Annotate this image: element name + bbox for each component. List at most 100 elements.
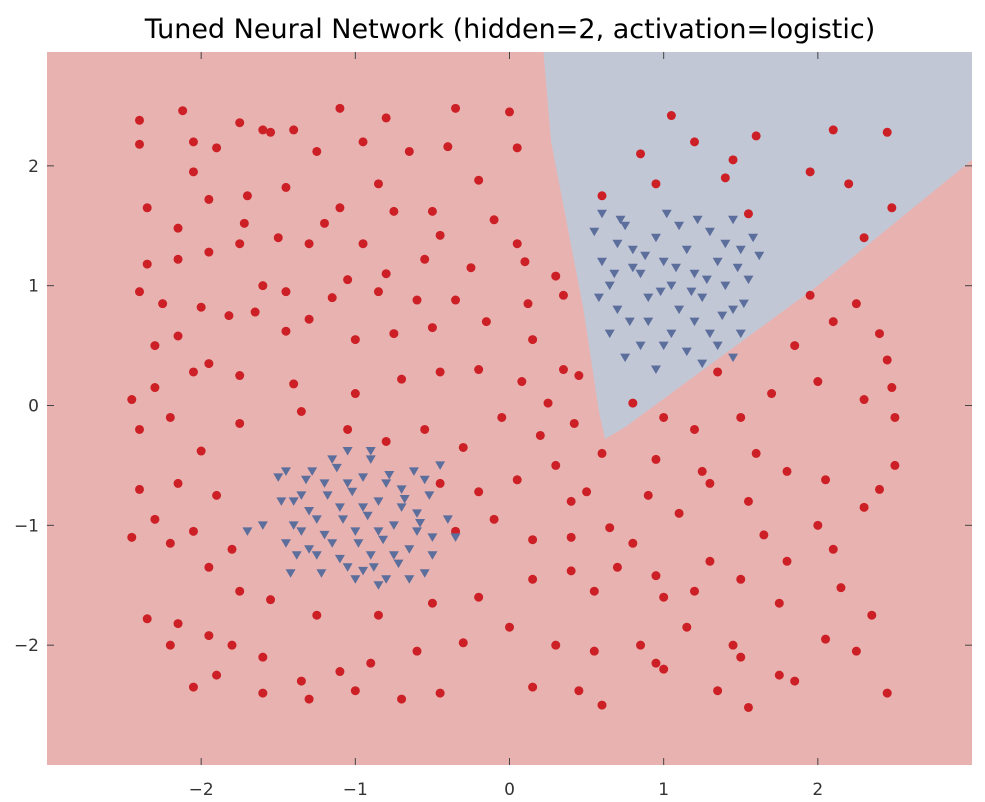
point-red-circle bbox=[728, 155, 738, 165]
point-red-circle bbox=[890, 460, 900, 470]
point-red-circle bbox=[165, 412, 175, 422]
point-red-circle bbox=[358, 239, 368, 249]
point-red-circle bbox=[643, 490, 653, 500]
point-blue-triangle bbox=[296, 491, 307, 500]
point-red-circle bbox=[767, 389, 777, 399]
point-red-circle bbox=[743, 702, 753, 712]
point-red-circle bbox=[705, 556, 715, 566]
point-red-circle bbox=[142, 203, 152, 213]
point-blue-triangle bbox=[319, 530, 330, 540]
point-blue-triangle bbox=[701, 275, 712, 285]
point-blue-triangle bbox=[681, 245, 692, 255]
point-blue-triangle bbox=[635, 269, 646, 279]
point-red-circle bbox=[805, 290, 815, 300]
point-red-circle bbox=[397, 694, 407, 704]
point-red-circle bbox=[659, 664, 669, 674]
point-red-circle bbox=[188, 167, 198, 177]
point-blue-triangle bbox=[720, 281, 731, 291]
point-red-circle bbox=[736, 652, 746, 662]
point-blue-triangle bbox=[666, 329, 677, 339]
point-red-circle bbox=[566, 532, 576, 542]
point-red-circle bbox=[435, 688, 445, 698]
point-red-circle bbox=[805, 167, 815, 177]
point-blue-triangle bbox=[620, 353, 631, 363]
point-red-circle bbox=[165, 640, 175, 650]
point-red-circle bbox=[790, 341, 800, 351]
point-blue-triangle bbox=[296, 527, 307, 536]
point-red-circle bbox=[404, 146, 414, 156]
point-blue-triangle bbox=[399, 494, 410, 504]
point-blue-triangle bbox=[373, 497, 384, 506]
point-blue-triangle bbox=[658, 257, 669, 267]
point-red-circle bbox=[828, 544, 838, 554]
point-red-circle bbox=[636, 149, 646, 159]
point-red-circle bbox=[443, 142, 453, 152]
point-blue-triangle bbox=[704, 329, 715, 339]
point-blue-triangle bbox=[686, 287, 697, 297]
point-blue-triangle bbox=[442, 515, 453, 524]
point-blue-triangle bbox=[593, 293, 604, 303]
decision-region-blue bbox=[543, 52, 972, 440]
y-tick-label: 1 bbox=[28, 277, 39, 297]
point-red-circle bbox=[273, 233, 283, 243]
point-blue-triangle bbox=[362, 511, 373, 521]
point-red-circle bbox=[790, 676, 800, 686]
point-red-circle bbox=[196, 302, 206, 312]
point-red-circle bbox=[682, 622, 692, 632]
point-blue-triangle bbox=[322, 491, 333, 500]
point-red-circle bbox=[528, 574, 538, 584]
point-red-circle bbox=[844, 179, 854, 189]
point-blue-triangle bbox=[624, 317, 635, 327]
point-blue-triangle bbox=[396, 485, 407, 494]
point-red-circle bbox=[690, 424, 699, 434]
point-red-circle bbox=[736, 574, 746, 584]
point-blue-triangle bbox=[331, 463, 342, 473]
point-red-circle bbox=[497, 412, 507, 422]
point-red-circle bbox=[574, 686, 584, 696]
point-red-circle bbox=[875, 484, 884, 494]
x-tick-label: 1 bbox=[658, 780, 669, 800]
point-red-circle bbox=[882, 355, 892, 365]
point-red-circle bbox=[867, 610, 877, 620]
point-red-circle bbox=[836, 583, 846, 593]
point-blue-triangle bbox=[412, 509, 422, 518]
point-blue-triangle bbox=[658, 341, 669, 351]
point-red-circle bbox=[135, 115, 144, 125]
point-blue-triangle bbox=[728, 353, 739, 363]
point-red-circle bbox=[435, 478, 445, 488]
point-blue-triangle bbox=[609, 269, 620, 279]
point-red-circle bbox=[420, 254, 430, 264]
point-red-circle bbox=[135, 484, 144, 494]
point-red-circle bbox=[235, 371, 245, 381]
point-red-circle bbox=[343, 275, 353, 285]
point-red-circle bbox=[173, 331, 183, 341]
point-red-circle bbox=[651, 658, 661, 668]
point-red-circle bbox=[782, 466, 792, 476]
point-red-circle bbox=[327, 293, 337, 303]
point-red-circle bbox=[242, 191, 252, 201]
point-blue-triangle bbox=[373, 581, 384, 590]
point-red-circle bbox=[158, 299, 168, 309]
data-points bbox=[127, 103, 900, 712]
point-blue-triangle bbox=[643, 317, 654, 327]
point-blue-triangle bbox=[388, 551, 399, 560]
point-red-circle bbox=[489, 514, 499, 524]
point-red-circle bbox=[366, 658, 376, 668]
point-red-circle bbox=[381, 269, 391, 279]
point-red-circle bbox=[743, 496, 753, 506]
point-red-circle bbox=[312, 146, 322, 156]
point-blue-triangle bbox=[327, 455, 338, 464]
point-blue-triangle bbox=[288, 497, 299, 506]
point-blue-triangle bbox=[735, 329, 746, 339]
point-red-circle bbox=[705, 478, 715, 488]
point-blue-triangle bbox=[350, 527, 361, 536]
point-blue-triangle bbox=[650, 233, 661, 243]
point-blue-triangle bbox=[671, 263, 681, 273]
point-blue-triangle bbox=[358, 566, 369, 576]
point-blue-triangle bbox=[681, 347, 692, 357]
point-blue-triangle bbox=[666, 281, 677, 291]
point-blue-triangle bbox=[285, 569, 296, 578]
point-blue-triangle bbox=[384, 471, 395, 480]
point-blue-triangle bbox=[720, 239, 731, 249]
